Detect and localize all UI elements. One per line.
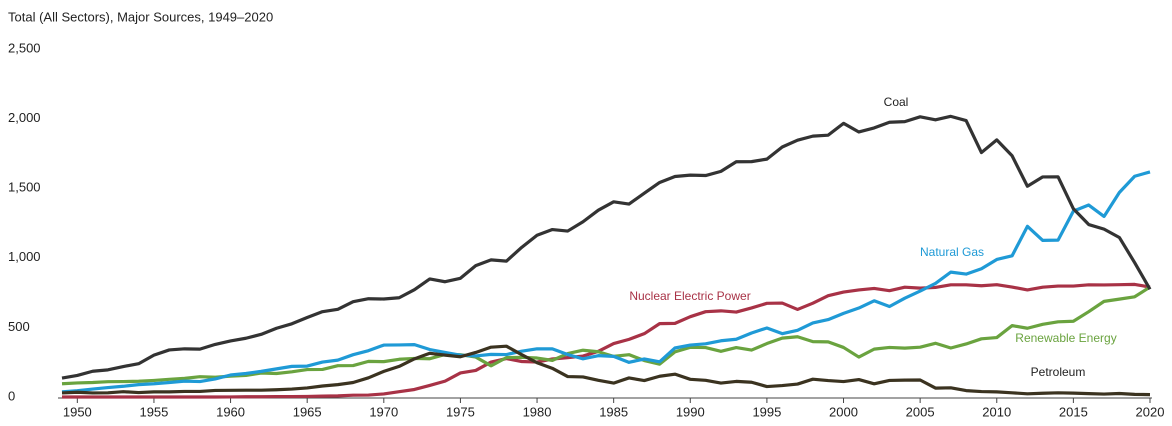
- x-tick-label: 2020: [1136, 404, 1165, 419]
- x-tick-label: 1970: [369, 404, 398, 419]
- series-label: Natural Gas: [920, 245, 984, 259]
- y-tick-label: 500: [8, 319, 30, 334]
- series-line: [61, 285, 1151, 386]
- y-tick-label: 2,000: [8, 110, 41, 125]
- chart-title: Total (All Sectors), Major Sources, 1949…: [8, 9, 273, 24]
- series-label: Renewable Energy: [1015, 331, 1116, 345]
- x-tick-label: 2010: [982, 404, 1011, 419]
- x-tick-label: 1960: [216, 404, 245, 419]
- y-tick-label: 2,500: [8, 40, 41, 55]
- x-tick-label: 1975: [446, 404, 475, 419]
- y-tick-label: 1,500: [8, 180, 41, 195]
- x-tick-label: 1980: [523, 404, 552, 419]
- x-tick-label: 2015: [1059, 404, 1088, 419]
- y-tick-label: 0: [8, 388, 15, 403]
- x-tick-label: 1990: [676, 404, 705, 419]
- series-line: [61, 114, 1152, 380]
- x-tick-label: 1955: [139, 404, 168, 419]
- x-tick-label: 1965: [293, 404, 322, 419]
- series-line: [62, 282, 1151, 399]
- series-label: Coal: [884, 95, 909, 109]
- series-line: [61, 170, 1151, 394]
- x-tick-label: 2005: [906, 404, 935, 419]
- series-line: [61, 344, 1151, 397]
- x-tick-label: 1985: [599, 404, 628, 419]
- x-tick-label: 1950: [63, 404, 92, 419]
- series-label: Petroleum: [1031, 365, 1086, 379]
- x-tick-label: 1995: [752, 404, 781, 419]
- x-tick-label: 2000: [829, 404, 858, 419]
- y-tick-label: 1,000: [8, 249, 41, 264]
- series-label: Nuclear Electric Power: [629, 289, 750, 303]
